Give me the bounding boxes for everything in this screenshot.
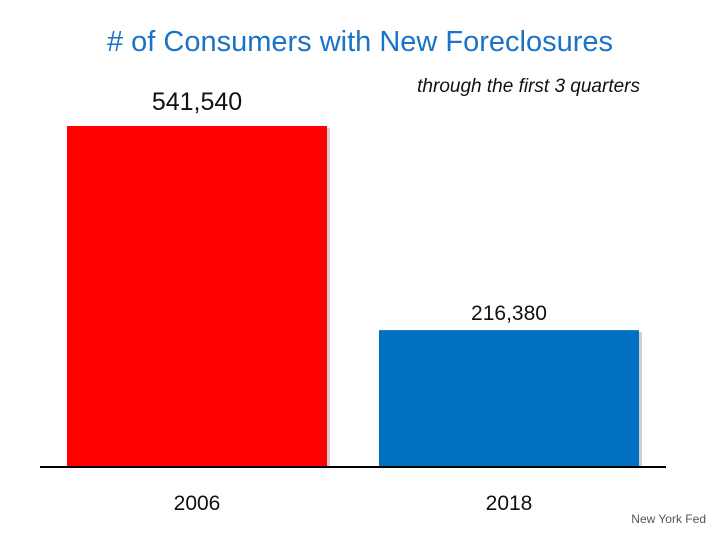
bar-2018 <box>379 330 639 466</box>
x-tick-label-2006: 2006 <box>174 492 221 515</box>
bar-2006 <box>67 126 327 466</box>
source-label: New York Fed <box>631 512 706 526</box>
data-label-2018: 216,380 <box>471 302 547 325</box>
chart-title: # of Consumers with New Foreclosures <box>106 26 614 58</box>
data-label-2006: 541,540 <box>152 88 242 116</box>
chart-subtitle: through the first 3 quarters <box>417 76 640 97</box>
x-tick-label-2018: 2018 <box>486 492 533 515</box>
